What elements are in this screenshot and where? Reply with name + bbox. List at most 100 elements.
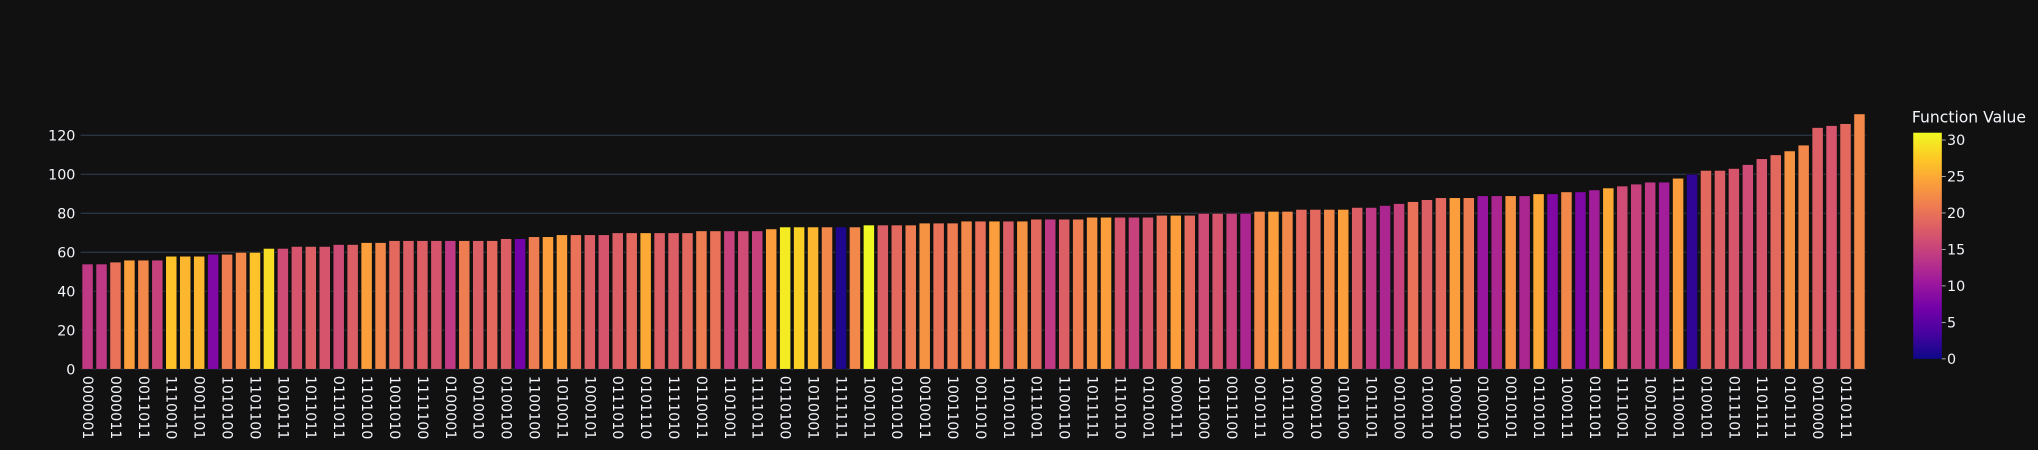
- bar: [556, 234, 568, 370]
- x-tick-label: 0110011: [693, 376, 709, 440]
- bar: [1811, 127, 1824, 370]
- x-tick-label: 0000011: [107, 376, 123, 440]
- bar: [1393, 203, 1405, 370]
- bar: [1434, 197, 1447, 370]
- x-tick-label: 1010100: [219, 376, 235, 440]
- bar: [890, 224, 903, 370]
- x-tick-label: 0110100: [777, 376, 793, 440]
- bar: [597, 234, 610, 370]
- bar: [849, 226, 861, 370]
- x-tick-label: 0010011: [916, 376, 932, 440]
- bar: [653, 232, 666, 370]
- x-tick-label: 0011010: [972, 376, 988, 440]
- bar: [611, 232, 624, 370]
- bar: [960, 220, 973, 370]
- x-tick-label: 0100100: [498, 376, 514, 440]
- x-tick-label: 0101101: [1586, 376, 1602, 440]
- bar: [1142, 216, 1154, 370]
- bar: [151, 259, 164, 370]
- bar: [332, 244, 345, 370]
- bar: [1588, 189, 1601, 370]
- y-tick-label: 80: [57, 207, 75, 223]
- x-tick-label: 1000101: [581, 376, 597, 440]
- bar: [276, 248, 289, 370]
- x-tick-label: 1011011: [302, 376, 318, 440]
- x-tick-label: 1101001: [721, 376, 737, 440]
- y-tick-label: 0: [66, 362, 75, 378]
- x-tick-label: 0111101: [1725, 376, 1741, 440]
- bar: [500, 238, 513, 370]
- y-tick-label: 20: [57, 323, 75, 339]
- bar: [304, 246, 317, 370]
- bar: [1421, 199, 1433, 370]
- bar: [793, 226, 806, 370]
- bar: [1448, 197, 1461, 370]
- x-tick-label: 1010101: [1000, 376, 1016, 440]
- bar: [1309, 209, 1322, 370]
- bar: [667, 232, 680, 370]
- x-tick-label: 1001100: [944, 376, 960, 440]
- bar: [235, 251, 247, 370]
- bar: [1630, 183, 1643, 370]
- x-tick-label: 1011101: [1363, 376, 1379, 440]
- x-tick-label: 1111111: [832, 376, 848, 440]
- bar: [569, 234, 582, 370]
- x-tick-label: 0101111: [1781, 376, 1797, 440]
- bar: [430, 240, 443, 370]
- x-tick-label: 1011000: [1195, 376, 1211, 440]
- x-tick-label: 1010111: [274, 376, 290, 440]
- bar: [1295, 209, 1308, 370]
- x-tick-label: 0011011: [135, 376, 151, 440]
- bar: [374, 242, 387, 370]
- bar: [1169, 214, 1182, 370]
- bar: [709, 230, 722, 370]
- bar: [542, 236, 554, 370]
- bar: [1379, 205, 1391, 370]
- bar: [1532, 193, 1545, 370]
- bar: [109, 261, 122, 370]
- bar: [1769, 154, 1782, 370]
- bar: [221, 253, 233, 370]
- bar: [486, 240, 499, 370]
- bar: [1476, 195, 1489, 370]
- bar: [1100, 216, 1112, 370]
- bar: [123, 259, 136, 370]
- bar: [416, 240, 429, 370]
- bar: [1825, 125, 1838, 370]
- x-tick-label: 1000111: [1558, 376, 1574, 440]
- bar: [1644, 181, 1657, 370]
- bar: [1281, 211, 1294, 370]
- bar: [1058, 218, 1071, 370]
- x-tick-label: 1011111: [1084, 376, 1100, 440]
- bar: [1197, 212, 1210, 370]
- x-tick-label: 1111001: [1614, 376, 1630, 440]
- x-tick-label: 0101110: [637, 376, 653, 440]
- bar: [583, 234, 596, 370]
- x-tick-label: 0111001: [1028, 376, 1044, 440]
- bar: [444, 240, 457, 370]
- bar: [1504, 195, 1517, 370]
- bar: [263, 248, 275, 370]
- bar: [876, 224, 889, 370]
- bar: [639, 232, 652, 370]
- x-tick-label: 0100110: [1418, 376, 1434, 440]
- bar: [1225, 212, 1238, 370]
- x-tick-label: 1101010: [358, 376, 374, 440]
- x-tick-label: 0000110: [1307, 376, 1323, 440]
- x-tick-label: 0010101: [1502, 376, 1518, 440]
- x-tick-label: 1111100: [414, 376, 430, 440]
- bar: [1267, 211, 1280, 370]
- bar: [318, 246, 331, 370]
- bar: [681, 232, 694, 370]
- bar: [1351, 207, 1364, 370]
- bar: [1183, 214, 1196, 370]
- x-tick-label: 0111010: [609, 376, 625, 440]
- x-tick-label: 1110001: [1670, 376, 1686, 440]
- x-tick-label: 0001101: [191, 376, 207, 440]
- bar: [1518, 195, 1531, 370]
- y-tick-label: 100: [48, 168, 75, 184]
- colorbar-tick-label: 10: [1947, 279, 1965, 295]
- colorbar-tick-label: 5: [1947, 316, 1956, 332]
- bar: [1365, 207, 1378, 370]
